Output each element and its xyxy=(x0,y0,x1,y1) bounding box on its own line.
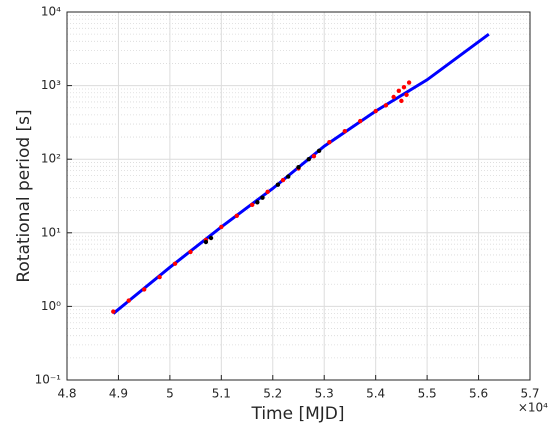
data-point xyxy=(383,103,389,108)
y-tick-label: 10⁰ xyxy=(41,299,61,313)
data-point xyxy=(219,224,224,230)
x-tick-label: 5 xyxy=(166,387,174,401)
data-point xyxy=(404,92,409,97)
data-point xyxy=(203,239,209,245)
data-point xyxy=(286,174,291,179)
data-point xyxy=(250,202,255,208)
y-tick-label: 10² xyxy=(41,152,61,166)
data-point xyxy=(401,85,407,90)
y-tick-label: 10⁴ xyxy=(41,5,61,19)
data-point xyxy=(275,182,281,187)
y-tick-label: 10⁻¹ xyxy=(35,373,62,387)
x-tick-label: 5.3 xyxy=(315,387,334,401)
data-point xyxy=(157,274,162,280)
x-tick-label: 5.6 xyxy=(469,387,488,401)
data-point xyxy=(234,213,239,219)
data-point xyxy=(111,309,116,314)
axes-box xyxy=(66,11,531,381)
x-tick-label: 4.9 xyxy=(109,387,128,401)
data-point xyxy=(255,200,260,205)
y-axis-label: Rotational period [s] xyxy=(14,109,34,282)
data-point xyxy=(208,235,214,241)
data-point xyxy=(296,164,301,170)
data-point xyxy=(342,129,347,134)
data-point xyxy=(327,140,332,145)
data-point xyxy=(280,177,286,183)
x-tick-label: 5.4 xyxy=(366,387,385,401)
data-point xyxy=(311,153,317,159)
data-point xyxy=(399,98,404,104)
x-tick-label: 5.1 xyxy=(212,387,231,401)
data-point xyxy=(306,157,311,162)
x-axis-label: Time [MJD] xyxy=(250,404,344,424)
x-tick-label: 5.7 xyxy=(520,387,539,401)
data-point xyxy=(316,148,322,154)
x-exponent-label: ×10⁴ xyxy=(518,401,548,415)
y-tick-label: 10¹ xyxy=(41,225,61,239)
data-point xyxy=(391,94,396,100)
data-point xyxy=(373,108,378,114)
data-point xyxy=(188,249,193,255)
data-point xyxy=(126,298,131,303)
x-tick-label: 5.5 xyxy=(418,387,437,401)
data-point xyxy=(265,189,270,195)
y-tick-label: 10³ xyxy=(41,78,61,92)
data-point xyxy=(358,118,363,124)
data-point xyxy=(406,80,412,85)
x-tick-label: 5.2 xyxy=(263,387,282,401)
x-tick-label: 4.8 xyxy=(57,387,76,401)
data-point xyxy=(141,287,147,292)
data-point xyxy=(396,88,402,93)
data-point xyxy=(260,195,265,200)
plot-area xyxy=(67,12,530,380)
data-point xyxy=(172,261,178,266)
